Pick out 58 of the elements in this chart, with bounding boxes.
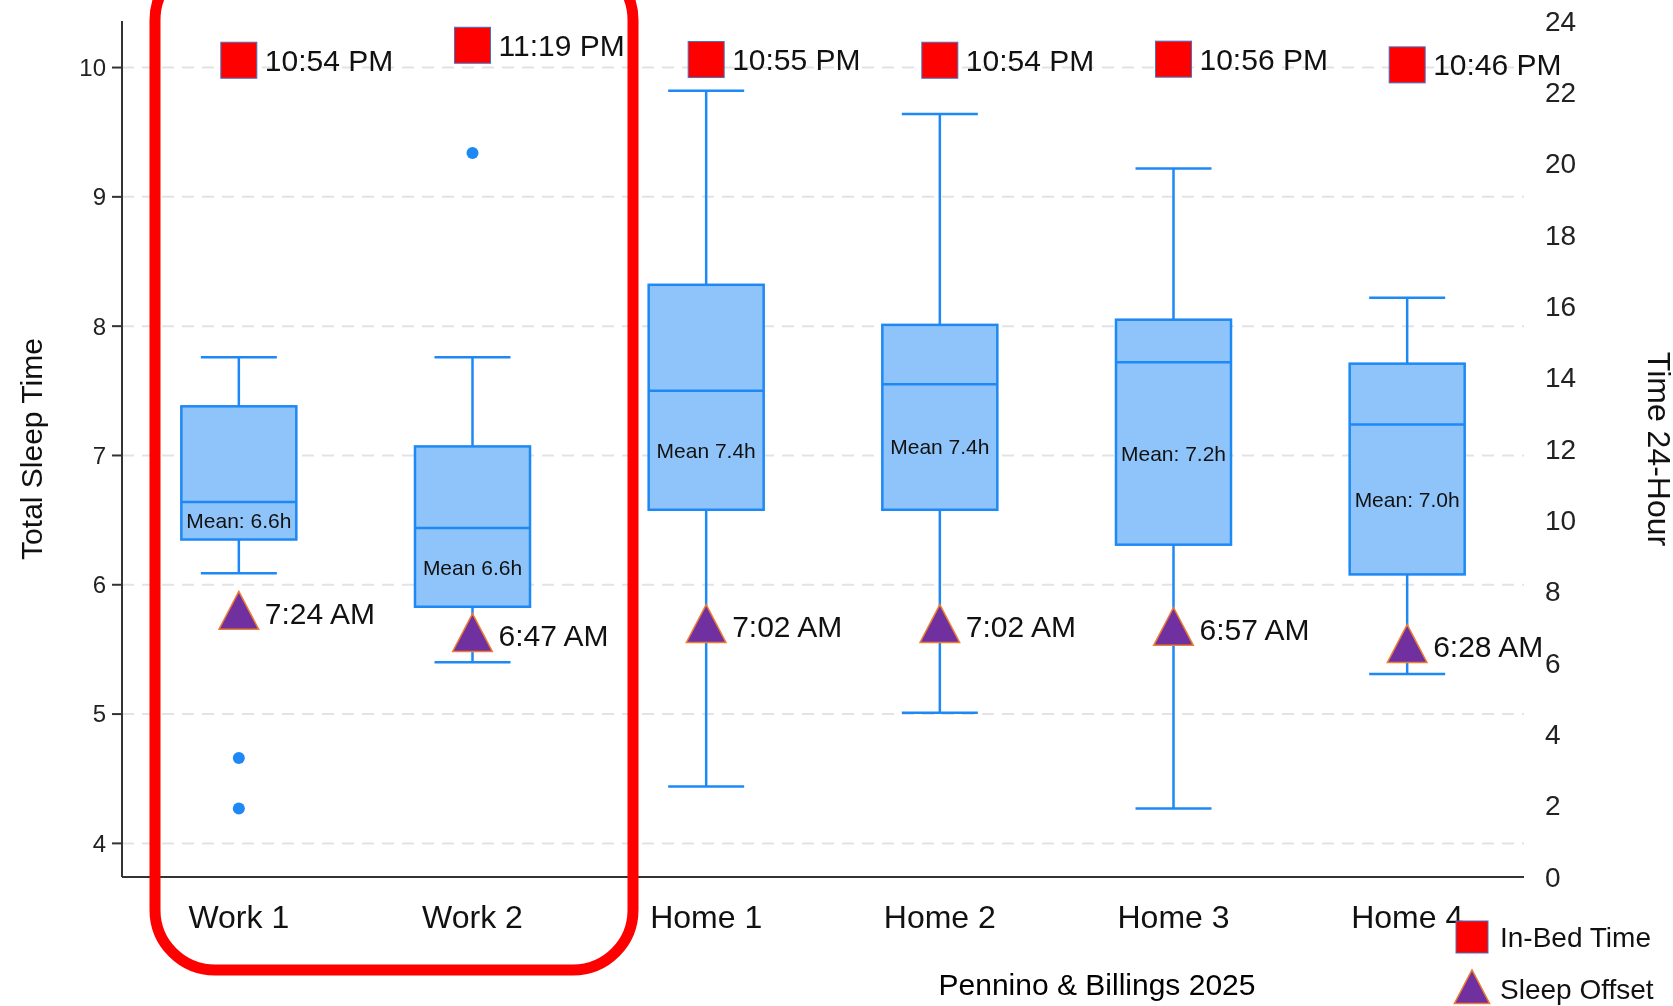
x-tick-label: Home 2 bbox=[883, 899, 996, 936]
y2-tick-label: 18 bbox=[1545, 219, 1577, 251]
annotation: Mean: 6.6h bbox=[186, 509, 292, 533]
annotation: Mean: 7.0h bbox=[1354, 487, 1460, 511]
y-axis-title: Total Sleep Time bbox=[15, 338, 48, 560]
y2-tick-label: 8 bbox=[1545, 576, 1561, 608]
point bbox=[685, 603, 727, 644]
x-tick-label: Work 2 bbox=[422, 899, 523, 936]
y2-tick-label: 20 bbox=[1545, 148, 1577, 180]
point bbox=[921, 41, 959, 79]
point bbox=[1386, 623, 1428, 664]
annotation: Mean 7.4h bbox=[890, 435, 990, 459]
data-label: 10:54 PM bbox=[264, 43, 394, 77]
y2-tick-label: 24 bbox=[1545, 5, 1577, 37]
y2-tick-label: 2 bbox=[1545, 790, 1561, 822]
data-label: 7:02 AM bbox=[965, 609, 1076, 643]
data-label: 7:02 AM bbox=[732, 609, 843, 643]
y-tick-label: 7 bbox=[92, 441, 106, 469]
text: Pennino & Billings 2025 bbox=[938, 968, 1256, 1001]
data-label: 6:47 AM bbox=[498, 618, 609, 652]
point bbox=[687, 41, 725, 79]
annotation: Mean 6.6h bbox=[422, 555, 523, 579]
point bbox=[218, 590, 260, 631]
x-tick-label: Home 3 bbox=[1117, 899, 1230, 936]
legend-label: In-Bed Time bbox=[1500, 921, 1651, 953]
data-label: 7:24 AM bbox=[264, 596, 375, 630]
data-label: 6:57 AM bbox=[1199, 612, 1310, 646]
data-label: 6:28 AM bbox=[1433, 629, 1544, 663]
data-label: 11:19 PM bbox=[498, 28, 625, 62]
y-tick-label: 9 bbox=[92, 183, 106, 211]
data-label: 10:55 PM bbox=[732, 43, 861, 77]
y2-tick-label: 12 bbox=[1545, 433, 1577, 465]
y2-tick-label: 16 bbox=[1545, 291, 1577, 323]
y2-tick-label: 0 bbox=[1545, 861, 1561, 893]
point bbox=[1152, 606, 1195, 647]
y-tick-label: 5 bbox=[92, 700, 106, 728]
y2-tick-label: 4 bbox=[1545, 719, 1561, 751]
y2-axis-title: Time 24-Hour bbox=[1641, 351, 1673, 547]
y-tick-label: 4 bbox=[92, 829, 106, 857]
point bbox=[454, 26, 491, 64]
point bbox=[919, 603, 961, 644]
y-tick-label: 6 bbox=[92, 571, 106, 599]
data-label: 10:54 PM bbox=[965, 43, 1095, 77]
point bbox=[1388, 46, 1426, 84]
x-tick-label: Work 1 bbox=[188, 899, 290, 936]
y-tick-label: 10 bbox=[79, 53, 106, 81]
annotation: Mean: 7.2h bbox=[1120, 441, 1227, 465]
data-label: 10:56 PM bbox=[1199, 42, 1328, 76]
y2-tick-label: 14 bbox=[1545, 362, 1577, 394]
x-tick-label: Home 1 bbox=[650, 899, 763, 936]
legend-label: Sleep Offset bbox=[1500, 973, 1654, 1005]
y2-tick-label: 10 bbox=[1545, 505, 1577, 537]
annotation: Mean 7.4h bbox=[656, 438, 756, 462]
point bbox=[1155, 40, 1192, 78]
y2-tick-label: 6 bbox=[1545, 647, 1561, 679]
point bbox=[451, 612, 494, 653]
point bbox=[220, 41, 258, 79]
y-tick-label: 8 bbox=[92, 312, 106, 340]
